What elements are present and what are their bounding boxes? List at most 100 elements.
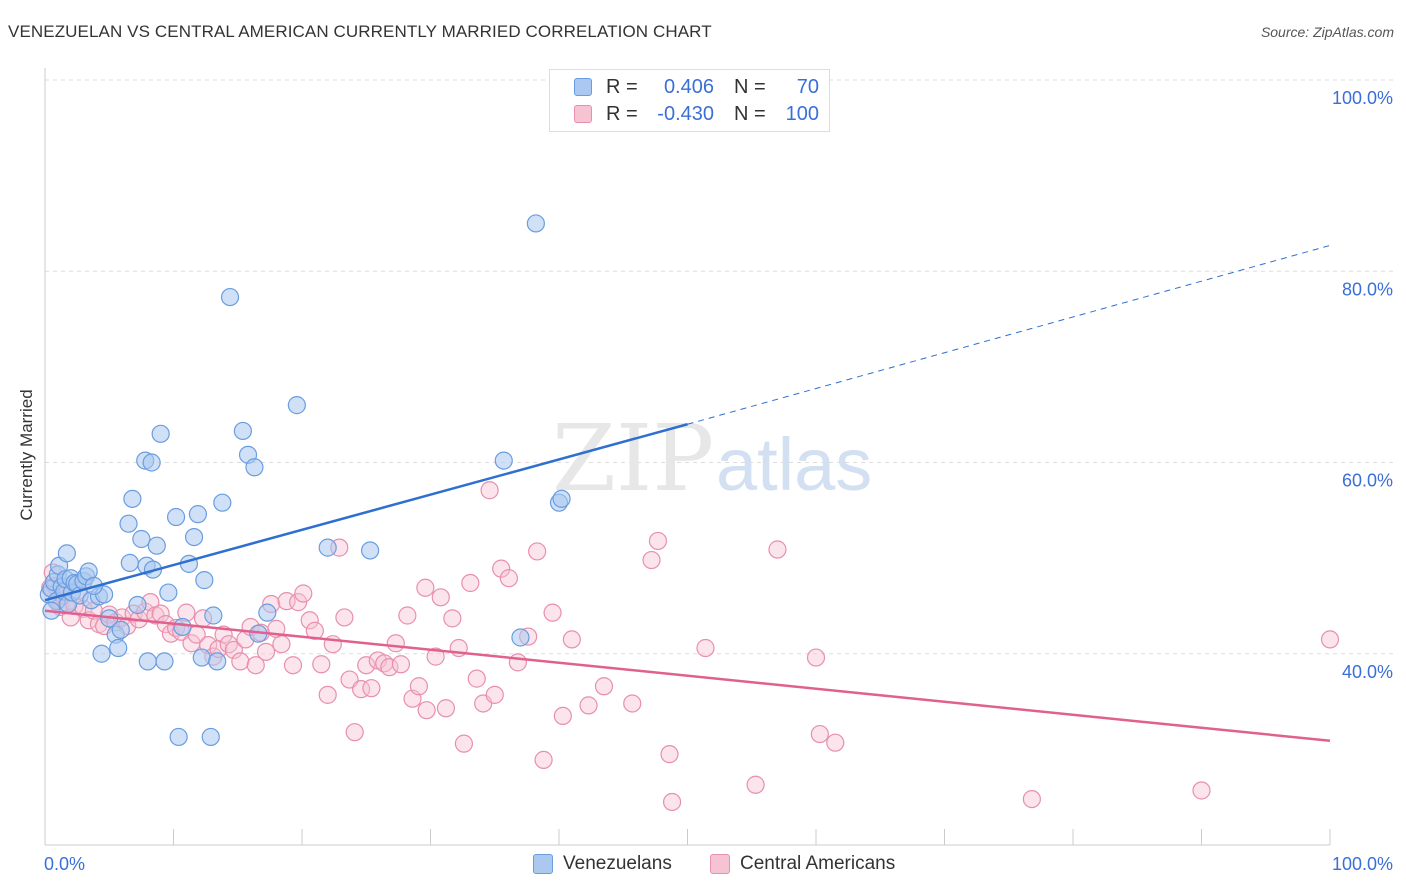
y-tick-label: 60.0% (1342, 471, 1393, 491)
legend-n-value: 70 (796, 75, 819, 98)
central-american-point (1320, 630, 1340, 649)
central-american-point (746, 775, 765, 794)
bottom-legend-swatch-pink (710, 854, 730, 874)
venezuelan-point (57, 544, 76, 563)
venezuelan-point (201, 727, 220, 747)
legend-r-label: R = (606, 75, 638, 98)
central-american-point (357, 656, 376, 675)
venezuelan-point (173, 617, 192, 637)
central-american-point (562, 630, 581, 649)
venezuelan-point (245, 458, 264, 477)
central-american-point (492, 559, 511, 578)
venezuelan-point (169, 727, 188, 747)
venezuelan-point (233, 421, 252, 441)
central-american-point (579, 696, 598, 715)
central-american-point (256, 642, 276, 661)
bottom-legend-venezuelans: Venezuelans (533, 852, 672, 876)
central-american-point (391, 655, 411, 674)
y-tick-label: 100.0% (1332, 88, 1393, 108)
central-american-point (272, 635, 291, 654)
central-american-point (553, 706, 572, 726)
central-american-point (312, 655, 331, 674)
central-american-point (426, 647, 445, 666)
venezuelans-trend-extension (687, 244, 1331, 425)
venezuelan-point (195, 571, 214, 590)
venezuelan-point (155, 652, 174, 671)
venezuelan-point (511, 628, 530, 647)
central-american-point (648, 531, 668, 551)
venezuelan-point (192, 648, 211, 667)
legend-swatch-blue (574, 78, 592, 96)
central-american-point (594, 677, 614, 696)
legend-row-venezuelans: R = 0.406 N = 70 (574, 76, 819, 98)
central-american-point (416, 578, 435, 597)
central-american-point (696, 638, 715, 658)
central-american-point (417, 701, 436, 720)
central-american-point (508, 653, 527, 672)
legend-r-value: -0.430 (657, 102, 714, 125)
legend-n-label: N = (734, 75, 766, 98)
venezuelan-point (109, 638, 128, 658)
venezuelan-point (258, 603, 277, 622)
central-american-point (335, 608, 354, 627)
venezuelan-point (166, 507, 186, 527)
central-american-point (662, 792, 682, 812)
central-americans-points (41, 481, 1340, 812)
legend-n-value: 100 (785, 102, 819, 125)
central-american-point (454, 734, 474, 753)
x-tick-label: 100.0% (1332, 854, 1393, 874)
chart-title: VENEZUELAN VS CENTRAL AMERICAN CURRENTLY… (8, 22, 712, 41)
venezuelan-point (138, 652, 157, 671)
venezuelan-point (361, 541, 380, 560)
venezuelan-point (92, 644, 111, 663)
trend-lines (44, 244, 1331, 743)
central-american-point (318, 685, 337, 704)
central-american-point (289, 593, 308, 612)
axes (44, 68, 1331, 846)
bottom-legend-label: Venezuelans (563, 853, 672, 874)
central-american-point (642, 550, 661, 570)
central-american-point (826, 733, 845, 752)
venezuelan-point (184, 527, 204, 547)
central-american-point (380, 658, 399, 677)
legend-n-label: N = (734, 102, 766, 125)
venezuelan-point (128, 595, 147, 615)
legend-row-central-americans: R = -0.430 N = 100 (574, 103, 819, 125)
central-american-point (1022, 789, 1041, 809)
central-american-point (1192, 781, 1211, 800)
central-americans-trend-line (44, 609, 1331, 743)
central-american-point (534, 750, 553, 769)
central-american-point (362, 679, 381, 698)
bottom-legend-label: Central Americans (740, 853, 896, 874)
central-american-point (480, 481, 499, 500)
gridlines (45, 79, 1393, 655)
central-american-point (219, 635, 238, 654)
tick-labels: 40.0% 60.0% 80.0% 100.0% 0.0% 100.0% (44, 88, 1393, 874)
venezuelan-point (147, 536, 166, 555)
venezuelan-point (213, 493, 232, 512)
central-american-point (461, 573, 480, 593)
venezuelan-point (142, 453, 161, 472)
central-american-point (806, 648, 826, 667)
venezuelan-point (494, 451, 513, 470)
legend-r-value: 0.406 (663, 75, 714, 98)
watermark-atlas: atlas (716, 423, 872, 506)
venezuelans-points (39, 214, 571, 747)
venezuelan-point (318, 538, 337, 557)
venezuelan-point (119, 514, 138, 533)
legend-swatch-pink (574, 105, 592, 123)
central-american-point (409, 677, 429, 696)
central-american-point (398, 606, 417, 625)
venezuelan-point (208, 652, 227, 671)
central-american-point (660, 745, 679, 764)
venezuelan-point (552, 489, 571, 508)
legend-r-label: R = (606, 102, 638, 125)
venezuelans-trend-line (44, 423, 688, 602)
central-american-point (246, 656, 265, 675)
venezuelan-point (111, 620, 130, 639)
source-label: Source: ZipAtlas.com (1260, 24, 1394, 40)
central-american-point (231, 652, 250, 671)
central-american-point (305, 621, 324, 640)
venezuelan-point (526, 214, 545, 233)
